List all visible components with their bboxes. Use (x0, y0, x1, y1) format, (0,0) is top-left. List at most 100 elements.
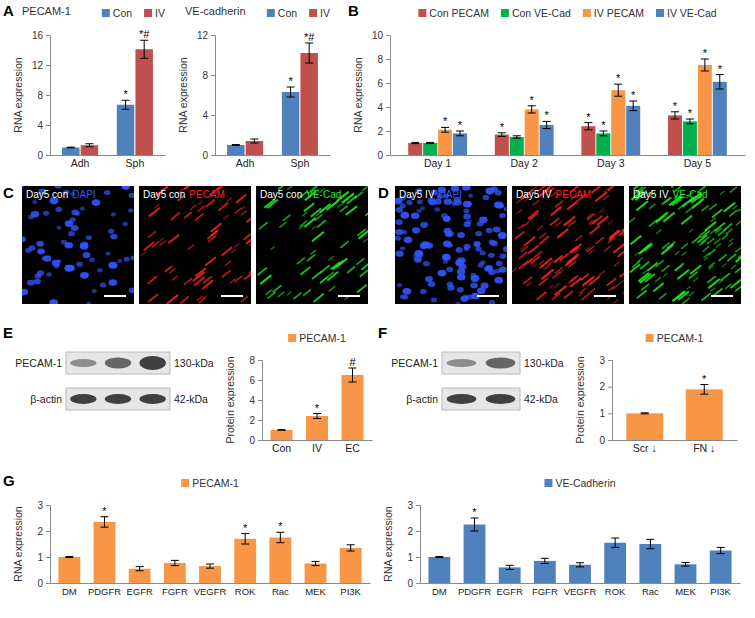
annotations: * (702, 373, 707, 385)
texture (662, 265, 670, 271)
error-bar (671, 112, 679, 119)
series (58, 517, 361, 583)
y-tick-label: 3 (407, 500, 413, 511)
x-axis-line (263, 440, 373, 441)
x-tick: Adh (71, 155, 90, 169)
error-bar (701, 59, 709, 71)
texture (569, 203, 576, 208)
error-cap (700, 394, 708, 395)
texture (121, 186, 130, 190)
y-tick-mark (258, 420, 262, 421)
blot-protein: β-actin (30, 393, 62, 405)
blot-band (486, 394, 516, 404)
texture (413, 254, 418, 258)
texture (689, 272, 698, 279)
texture (622, 290, 624, 294)
annotation: * (631, 89, 636, 101)
texture (608, 186, 619, 190)
error-cap (576, 562, 584, 563)
error-line (317, 414, 318, 419)
panel-label: F (378, 324, 387, 341)
texture (587, 282, 592, 286)
texture (241, 206, 245, 209)
texture (460, 296, 468, 302)
texture (677, 270, 689, 279)
legend-label: VE-Cadherin (555, 477, 615, 489)
bar (271, 430, 293, 440)
error-cap (611, 547, 619, 548)
texture (735, 284, 741, 291)
annotations: * (472, 506, 477, 518)
blot-band (139, 356, 165, 370)
bar (534, 561, 556, 583)
texture (223, 215, 228, 219)
y-tick-label: 0 (249, 435, 255, 446)
texture (395, 219, 402, 225)
bar (341, 375, 363, 440)
texture (587, 214, 595, 220)
legend-entry: VE-Cadherin (544, 477, 615, 489)
bar (713, 82, 727, 155)
texture (554, 256, 562, 263)
texture (730, 279, 741, 288)
texture (152, 241, 159, 247)
x-tick: Day 2 (510, 155, 538, 169)
scale-bar (338, 295, 360, 297)
y-tick-label: 0 (599, 435, 605, 446)
texture (732, 206, 737, 210)
texture (573, 247, 580, 252)
x-tick-label: EGFR (126, 586, 153, 597)
annotation: *# (139, 28, 150, 40)
annotation: * (718, 63, 723, 75)
error-bar (67, 147, 75, 149)
texture (168, 235, 179, 243)
error-cap (646, 548, 654, 549)
texture (662, 245, 674, 254)
error-bar (171, 560, 179, 565)
texture (549, 285, 553, 288)
bar (686, 389, 723, 440)
texture (718, 229, 726, 235)
texture (244, 232, 251, 240)
texture (108, 229, 114, 234)
texture (329, 256, 334, 260)
label-prefix: Day5 con (26, 189, 68, 200)
texture (533, 264, 537, 267)
error-line (254, 139, 255, 143)
error-cap (671, 119, 679, 120)
texture (199, 298, 206, 303)
blot-size: 130-kDa (524, 357, 564, 369)
y-tick: 8 (377, 54, 390, 65)
texture (604, 246, 611, 252)
error-bar (717, 547, 725, 553)
error-bar (278, 429, 286, 431)
texture (55, 207, 62, 212)
texture (165, 266, 173, 273)
texture (553, 272, 561, 278)
texture (167, 295, 178, 304)
y-tick-label: 0 (37, 150, 43, 161)
texture (529, 213, 538, 220)
texture (315, 215, 322, 221)
micrograph: Day5 conPECAM (139, 179, 259, 304)
texture (250, 265, 251, 273)
annotation: * (123, 88, 128, 100)
texture (108, 262, 117, 269)
texture (614, 262, 620, 267)
y-axis: 0246810 (372, 30, 391, 161)
western-blot: PECAM-1130-kDaβ-actin42-kDa (15, 352, 214, 410)
texture (434, 207, 440, 211)
bar (246, 141, 263, 155)
y-tick-mark (416, 505, 420, 506)
texture (443, 260, 448, 264)
error-line (615, 538, 616, 547)
legend-label: IV (320, 7, 330, 19)
texture (661, 186, 670, 187)
error-bar (541, 558, 549, 563)
texture (361, 262, 368, 270)
y-tick: 12 (32, 60, 50, 71)
y-axis-title: RNA expression (352, 57, 364, 132)
x-tick: DM (62, 583, 77, 597)
bar (495, 135, 509, 155)
y-tick-mark (386, 155, 390, 156)
